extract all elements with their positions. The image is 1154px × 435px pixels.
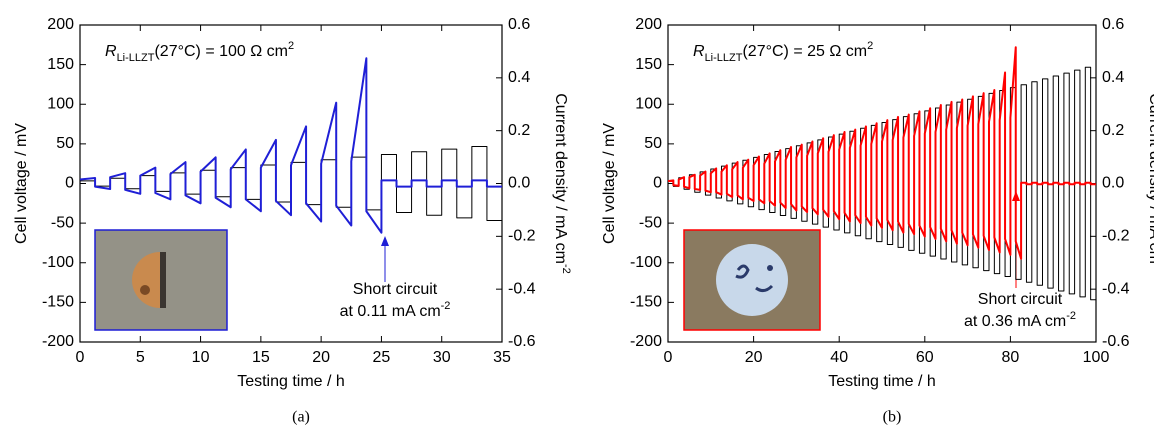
- arrow-a: [381, 236, 389, 282]
- resistance-label-part: R: [105, 43, 117, 60]
- resistance-label: RLi-LLZT(27°C) = 100 Ω cm2: [105, 40, 294, 64]
- x-tick-label: 15: [252, 349, 270, 366]
- y2-tick-label: 0.2: [508, 122, 530, 139]
- inset-photo-b: [683, 229, 821, 331]
- inset-photo-a: [94, 229, 228, 331]
- short-circuit-label: at 0.36 mA cm-2: [964, 310, 1076, 330]
- short-circuit-label: Short circuit: [978, 291, 1063, 308]
- y2-tick-label: -0.4: [508, 280, 536, 297]
- resistance-label-part: 2: [288, 40, 294, 52]
- resistance-label-part: Li-LLZT: [705, 52, 743, 64]
- x-tick-label: 10: [192, 349, 210, 366]
- x-tick-label: 20: [312, 349, 330, 366]
- y2-tick-label: 0.4: [1102, 69, 1124, 86]
- x-tick-label: 25: [373, 349, 391, 366]
- panel-label: (b): [883, 409, 902, 426]
- y-tick-label: -200: [630, 333, 662, 350]
- y-tick-label: -50: [639, 214, 662, 231]
- x-tick-label: 80: [1002, 349, 1020, 366]
- resistance-label-part: 2: [867, 40, 873, 52]
- y-tick-label: -100: [42, 254, 74, 271]
- short-circuit-label-part: at 0.36 mA cm: [964, 313, 1066, 330]
- y-tick-label: 50: [644, 135, 662, 152]
- y2-tick-label: 0.0: [1102, 175, 1124, 192]
- x-tick-label: 30: [433, 349, 451, 366]
- y2-axis-label-part: Current density / mA cm: [552, 93, 569, 264]
- y-tick-label: 0: [653, 175, 662, 192]
- resistance-label-part: R: [693, 43, 705, 60]
- y-tick-label: 100: [635, 95, 662, 112]
- short-circuit-label: at 0.11 mA cm-2: [340, 300, 451, 320]
- x-tick-label: 60: [916, 349, 934, 366]
- short-circuit-label-part: at 0.11 mA cm: [340, 303, 441, 320]
- y-tick-label: -50: [51, 214, 74, 231]
- x-tick-label: 20: [745, 349, 763, 366]
- x-tick-label: 35: [493, 349, 511, 366]
- y2-axis-label-part: -2: [560, 264, 572, 274]
- y2-tick-label: -0.6: [508, 333, 536, 350]
- x-tick-label: 0: [76, 349, 85, 366]
- short-circuit-label-part: -2: [441, 300, 451, 312]
- x-tick-label: 100: [1083, 349, 1110, 366]
- panel-label: (a): [292, 409, 310, 426]
- y2-axis-label: Current density / mA cm-2: [552, 93, 572, 274]
- y2-tick-label: 0.2: [1102, 122, 1124, 139]
- y2-tick-label: -0.4: [1102, 280, 1130, 297]
- y2-tick-label: -0.2: [1102, 228, 1130, 245]
- data-line: [667, 46, 1096, 260]
- y-tick-label: 150: [635, 56, 662, 73]
- y2-tick-label: 0.6: [508, 16, 530, 33]
- resistance-label-part: (27°C) = 100 Ω cm: [154, 43, 288, 60]
- y-tick-label: 200: [635, 16, 662, 33]
- y-tick-label: -150: [630, 294, 662, 311]
- x-tick-label: 5: [136, 349, 145, 366]
- resistance-label-part: (27°C) = 25 Ω cm: [742, 43, 867, 60]
- short-circuit-label: Short circuit: [353, 281, 438, 298]
- y-tick-label: 150: [47, 56, 74, 73]
- y-tick-label: 50: [56, 135, 74, 152]
- y-tick-label: 0: [65, 175, 74, 192]
- y-axis-label: Cell voltage / mV: [601, 123, 618, 244]
- y2-tick-label: -0.2: [508, 228, 536, 245]
- data-line: [79, 57, 502, 234]
- y-tick-label: -150: [42, 294, 74, 311]
- x-tick-label: 0: [664, 349, 673, 366]
- y-tick-label: 100: [47, 95, 74, 112]
- resistance-label-part: Li-LLZT: [117, 52, 155, 64]
- x-tick-label: 40: [830, 349, 848, 366]
- y-tick-label: -100: [630, 254, 662, 271]
- y-tick-label: 200: [47, 16, 74, 33]
- y2-tick-label: 0.6: [1102, 16, 1124, 33]
- y2-axis-label: Current density / mA cm-2: [1146, 93, 1154, 274]
- y2-tick-label: 0.0: [508, 175, 530, 192]
- y-tick-label: -200: [42, 333, 74, 350]
- y-axis-label: Cell voltage / mV: [13, 123, 30, 244]
- x-axis-label: Testing time / h: [828, 373, 936, 390]
- y2-tick-label: 0.4: [508, 69, 530, 86]
- y2-axis-label-part: Current density / mA cm: [1146, 93, 1154, 264]
- y2-tick-label: -0.6: [1102, 333, 1130, 350]
- short-circuit-label-part: -2: [1066, 310, 1076, 322]
- resistance-label: RLi-LLZT(27°C) = 25 Ω cm2: [693, 40, 873, 64]
- x-axis-label: Testing time / h: [237, 373, 345, 390]
